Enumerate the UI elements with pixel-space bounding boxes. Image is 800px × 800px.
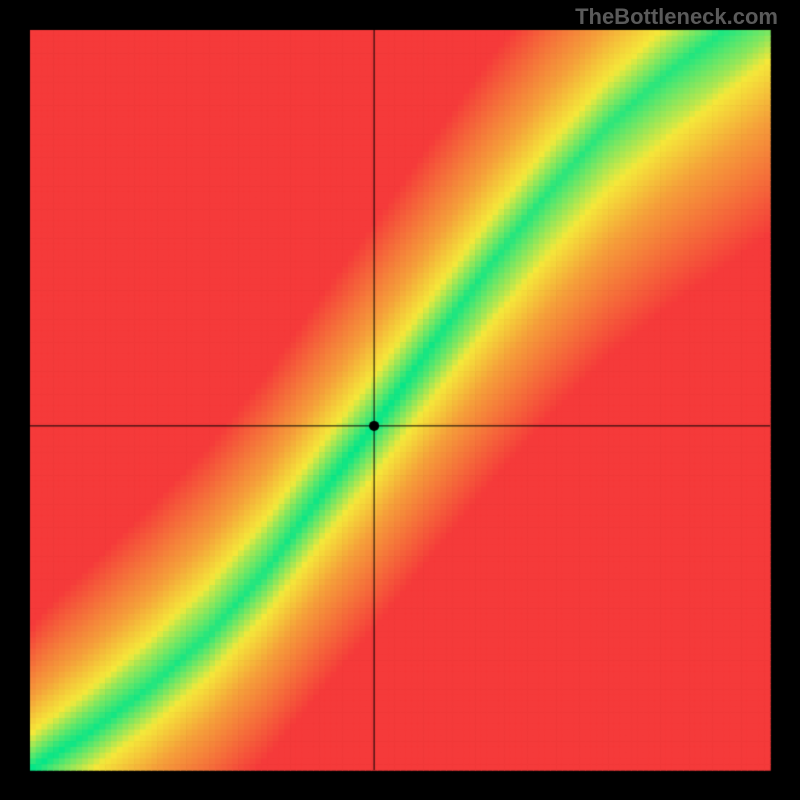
watermark-text: TheBottleneck.com <box>575 4 778 30</box>
chart-container: TheBottleneck.com <box>0 0 800 800</box>
bottleneck-heatmap <box>0 0 800 800</box>
